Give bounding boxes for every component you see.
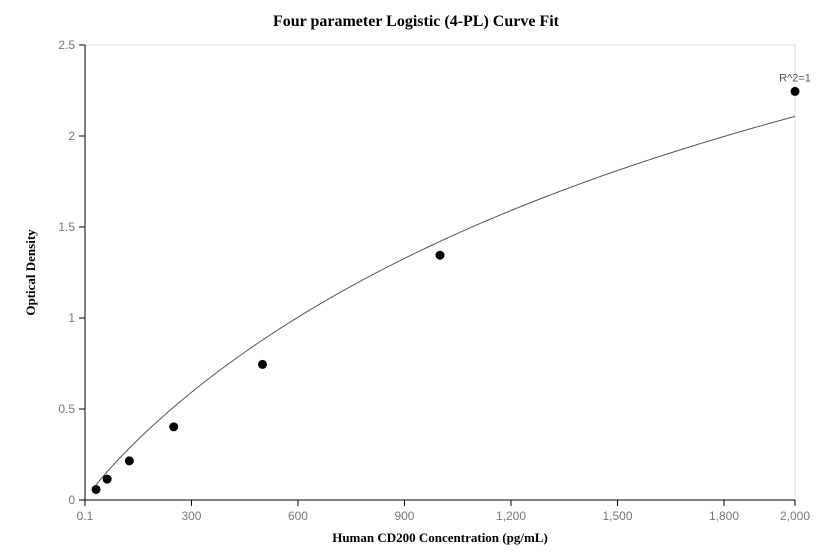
x-axis-title: Human CD200 Concentration (pg/mL) [332, 530, 548, 545]
data-point [258, 360, 267, 369]
x-tick-label: 900 [394, 509, 414, 523]
plot-area [85, 45, 795, 500]
x-tick-label: 1,200 [496, 509, 526, 523]
data-point [791, 87, 800, 96]
y-tick-label: 0 [68, 493, 75, 507]
y-tick-label: 1 [68, 311, 75, 325]
data-point [125, 456, 134, 465]
chart-title: Four parameter Logistic (4-PL) Curve Fit [273, 13, 560, 30]
data-point [169, 422, 178, 431]
x-tick-label: 1,800 [709, 509, 739, 523]
chart-svg: Four parameter Logistic (4-PL) Curve Fit… [0, 0, 832, 560]
data-point [103, 475, 112, 484]
data-point [92, 485, 101, 494]
plot-border [85, 45, 795, 500]
x-tick-label: 600 [288, 509, 308, 523]
y-tick-label: 2.5 [58, 38, 75, 52]
data-point [435, 251, 444, 260]
y-tick-label: 2 [68, 129, 75, 143]
x-tick-label: 2,000 [780, 509, 810, 523]
fit-curve [96, 116, 795, 484]
chart-container: Four parameter Logistic (4-PL) Curve Fit… [0, 0, 832, 560]
x-tick-label: 300 [181, 509, 201, 523]
y-axis: 0 0.5 1 1.5 2 2.5 [58, 38, 85, 507]
x-tick-label: 0.1 [77, 509, 94, 523]
curve-group [96, 116, 795, 484]
y-tick-label: 0.5 [58, 402, 75, 416]
x-axis: 0.1 300 600 900 1,200 1,500 1,800 2,000 [77, 500, 811, 523]
x-tick-label: 1,500 [602, 509, 632, 523]
y-axis-title: Optical Density [23, 229, 38, 316]
y-tick-label: 1.5 [58, 220, 75, 234]
points-group [92, 87, 800, 494]
r-squared-annotation: R^2=1 [779, 72, 811, 84]
